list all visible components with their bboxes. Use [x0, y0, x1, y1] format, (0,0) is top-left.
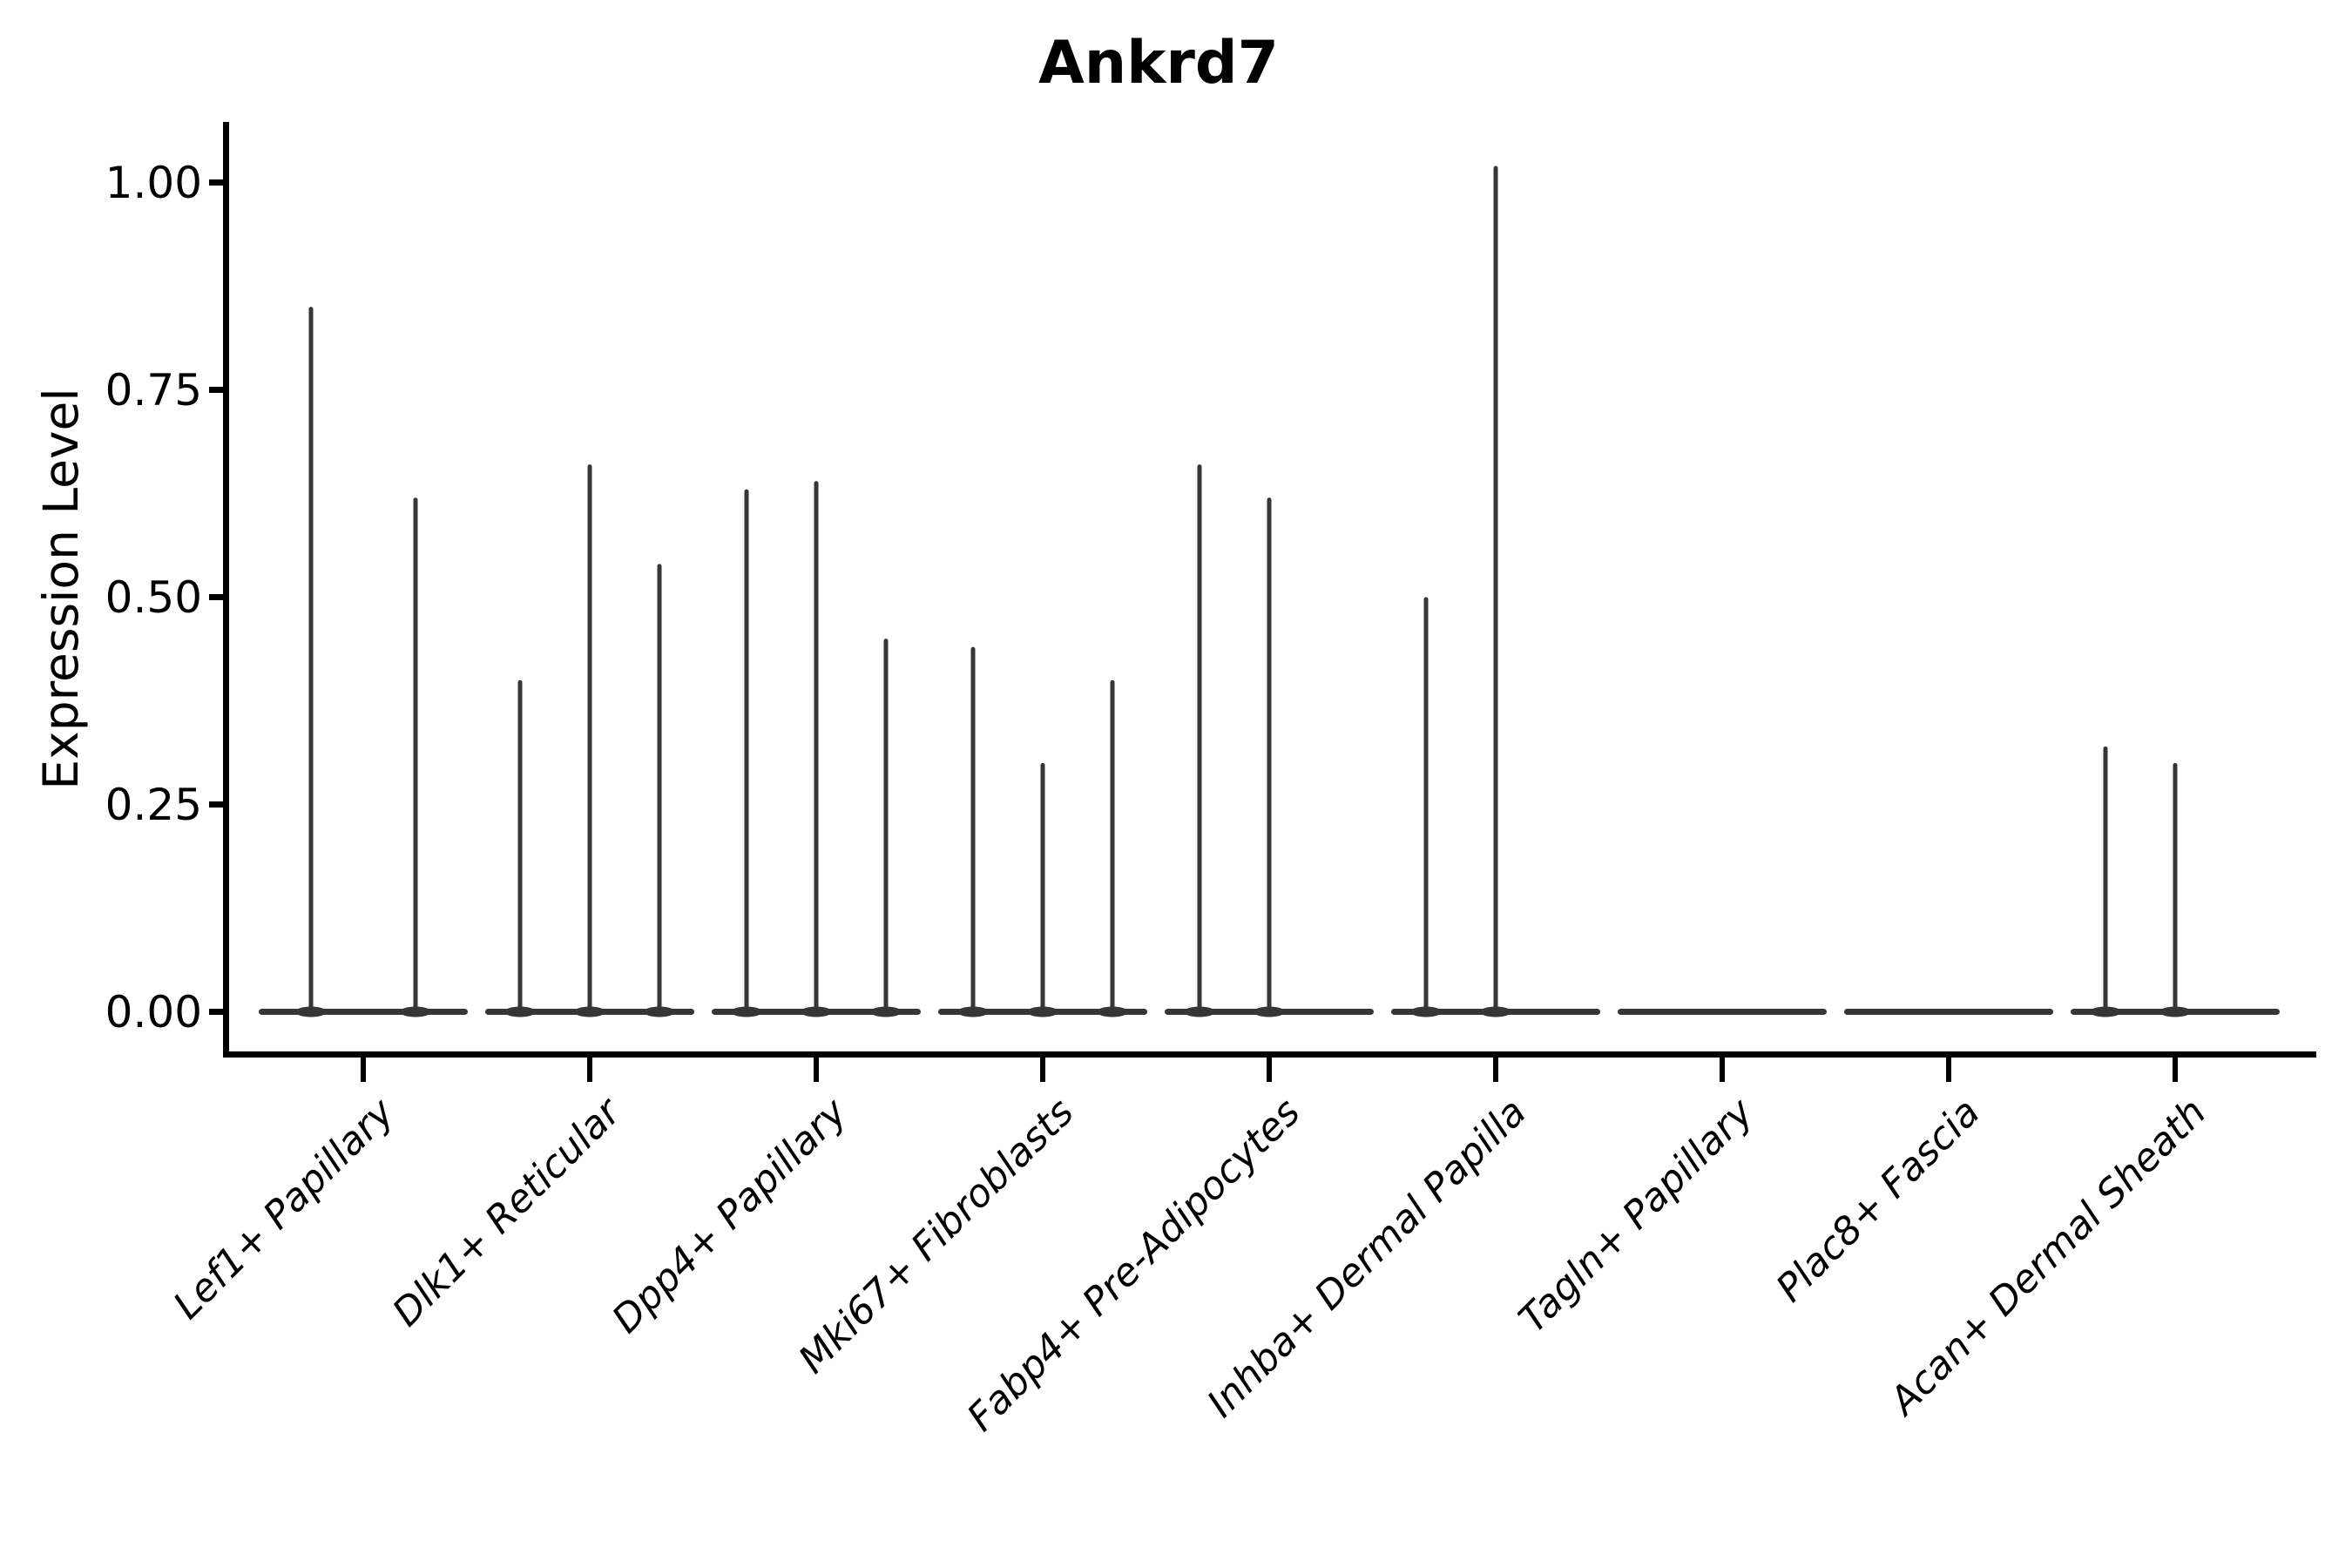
violin-spike [1040, 762, 1045, 1015]
violin-spike [2173, 762, 2178, 1015]
x-tick [1040, 1058, 1045, 1082]
x-axis-spine [223, 1051, 2316, 1058]
violin-spike [1197, 464, 1202, 1015]
violin-spike [1110, 679, 1115, 1015]
violin-spike [2103, 746, 2108, 1015]
violin-baseline [1618, 1009, 1827, 1015]
plot-title: Ankrd7 [1038, 29, 1279, 98]
violin-baseline [259, 1009, 468, 1015]
violin-baseline [1844, 1009, 2053, 1015]
y-tick [209, 179, 223, 186]
y-axis-spine [223, 122, 229, 1058]
x-tick [587, 1058, 592, 1082]
y-tick [209, 801, 223, 808]
y-tick-label: 1.00 [105, 157, 202, 208]
violin-spike [657, 564, 662, 1015]
violin-spike [744, 489, 749, 1015]
x-tick [1493, 1058, 1498, 1082]
y-tick-label: 0.50 [105, 571, 202, 623]
violin-spike [883, 639, 889, 1015]
x-tick [1946, 1058, 1951, 1082]
violin-spike [1493, 166, 1498, 1015]
violin-spike [970, 646, 976, 1015]
y-tick [209, 594, 223, 600]
x-tick [2173, 1058, 2178, 1082]
violin-spike [587, 464, 592, 1015]
violin-spike [1423, 597, 1429, 1015]
x-tick [1267, 1058, 1272, 1082]
y-tick-label: 0.25 [105, 779, 202, 830]
y-axis-label: Expression Level [33, 388, 89, 790]
y-tick [209, 1009, 223, 1015]
y-tick-label: 0.75 [105, 364, 202, 416]
violin-spike [814, 481, 819, 1015]
y-tick-label: 0.00 [105, 986, 202, 1037]
violin-spike [1267, 497, 1272, 1015]
y-tick [209, 387, 223, 393]
violin-spike [308, 307, 314, 1015]
x-tick [361, 1058, 366, 1082]
x-tick [1720, 1058, 1725, 1082]
violin-spike [413, 497, 418, 1015]
violin-spike [517, 679, 523, 1015]
x-tick [814, 1058, 819, 1082]
